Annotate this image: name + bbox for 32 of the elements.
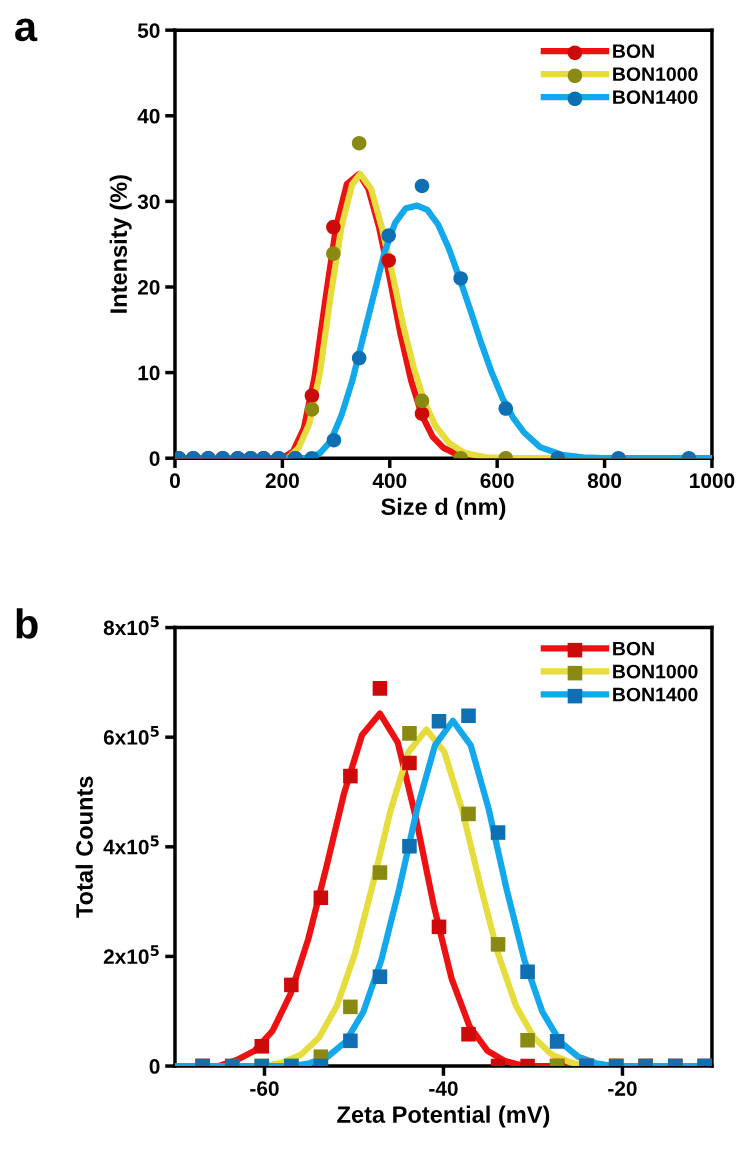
legend-label: BON1000 (613, 67, 698, 82)
chart-title: a (15, 18, 38, 42)
x-tick-label: 200 (265, 473, 299, 489)
y-axis-title: Intensity (%) (109, 175, 132, 313)
x-tick-label: 1000 (690, 473, 735, 489)
x-tick-label: 400 (372, 473, 407, 489)
x-axis-title: Zeta Potential (mV) (337, 1105, 550, 1128)
x-tick-label: -40 (429, 1081, 458, 1096)
legend-label: BON (613, 44, 654, 59)
legend-label: BON1400 (613, 687, 698, 702)
y-tick-label: 4x10$^{5}$ (103, 835, 159, 855)
y-tick-label: 40 (137, 108, 160, 124)
y-tick-label: 50 (137, 23, 160, 38)
y-tick-label: 2x10$^{5}$ (103, 945, 159, 965)
y-tick-label: 0 (149, 1059, 160, 1074)
x-tick-label: 0 (170, 473, 180, 489)
y-tick-label: 0 (149, 451, 160, 466)
legend-label: BON1400 (613, 90, 698, 105)
x-tick-label: -60 (250, 1081, 279, 1096)
y-tick-label: 8x10$^{5}$ (103, 616, 159, 636)
y-tick-label: 30 (137, 194, 160, 210)
x-tick-label: -20 (608, 1081, 637, 1096)
legend-label: BON (613, 641, 654, 656)
legend-label: BON1000 (613, 664, 698, 679)
y-tick-label: 20 (137, 279, 160, 295)
y-tick-label: 10 (138, 365, 160, 381)
x-tick-label: 600 (480, 473, 514, 489)
y-axis-title: Total Counts (75, 776, 93, 918)
x-tick-label: 800 (587, 473, 622, 489)
x-axis-title: Size d (nm) (381, 497, 506, 520)
chart-title: b (16, 608, 38, 639)
y-tick-label: 6x10$^{5}$ (103, 725, 159, 745)
